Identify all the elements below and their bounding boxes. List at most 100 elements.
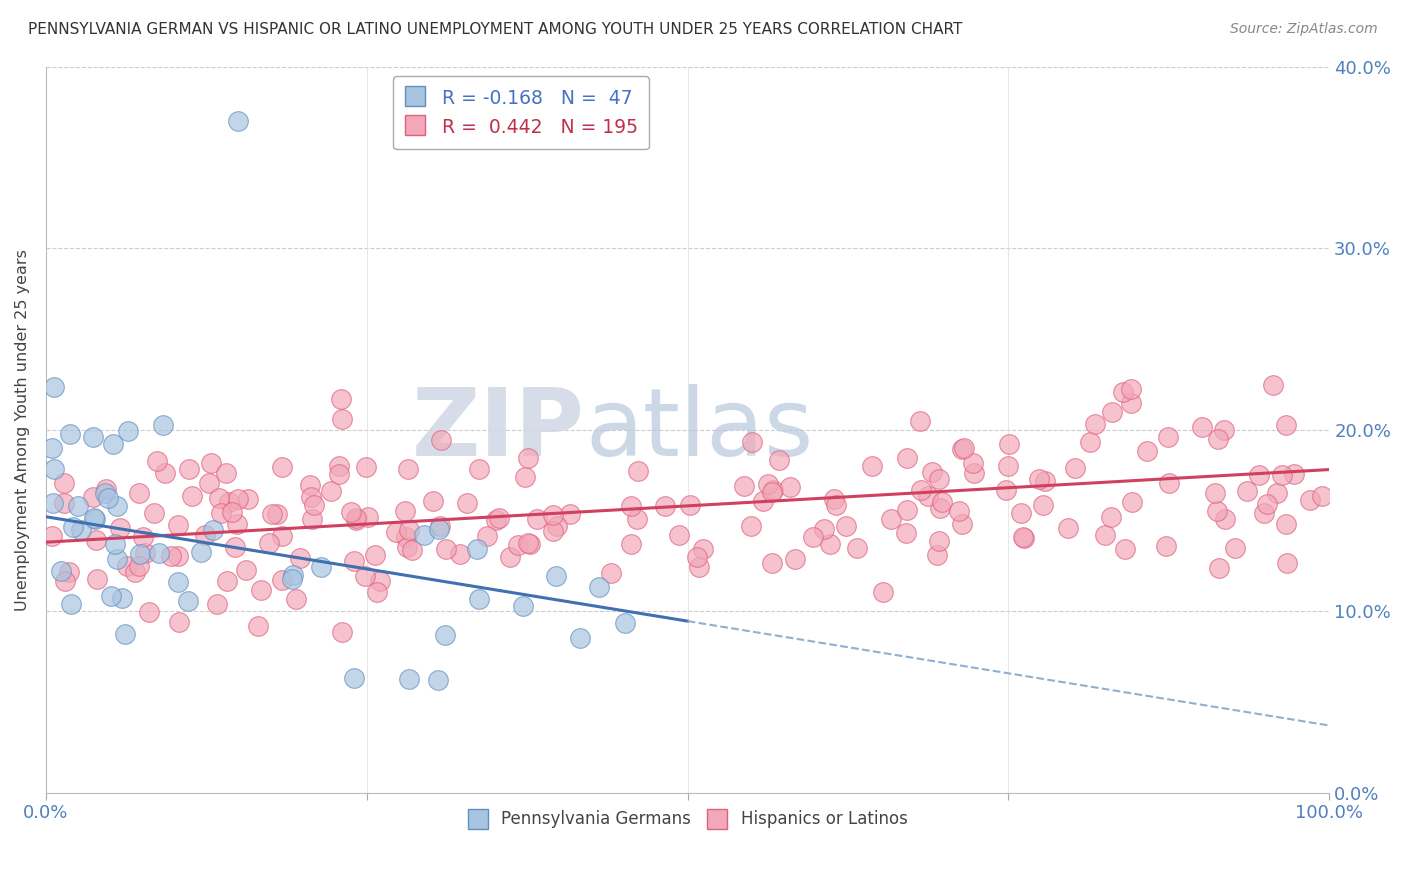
Point — [733, 478, 755, 492]
Point — [398, 523, 420, 537]
Point — [928, 534, 950, 549]
Point — [752, 494, 775, 508]
Point — [845, 541, 868, 555]
Point — [517, 450, 540, 465]
Point — [813, 523, 835, 537]
Text: atlas: atlas — [585, 384, 813, 475]
Point — [366, 585, 388, 599]
Point — [215, 467, 238, 481]
Point — [620, 537, 643, 551]
Point — [953, 441, 976, 455]
Point — [1084, 417, 1107, 432]
Point — [740, 519, 762, 533]
Point — [1275, 517, 1298, 532]
Point — [541, 524, 564, 538]
Point — [508, 538, 530, 552]
Point — [97, 491, 120, 505]
Point — [1261, 377, 1284, 392]
Point — [84, 512, 107, 526]
Point — [526, 512, 548, 526]
Point — [825, 498, 848, 512]
Point — [801, 530, 824, 544]
Point — [1191, 420, 1213, 434]
Point — [394, 503, 416, 517]
Point — [434, 541, 457, 556]
Point — [41, 442, 63, 456]
Point — [221, 504, 243, 518]
Point — [948, 504, 970, 518]
Point — [921, 465, 943, 479]
Point — [281, 567, 304, 582]
Point — [368, 574, 391, 588]
Point — [1223, 541, 1246, 556]
Point — [344, 511, 367, 525]
Point — [1114, 541, 1136, 556]
Point — [779, 480, 801, 494]
Point — [148, 546, 170, 560]
Point — [42, 380, 65, 394]
Point — [344, 513, 367, 527]
Point — [426, 673, 449, 687]
Point — [167, 574, 190, 589]
Point — [1247, 468, 1270, 483]
Point — [1028, 472, 1050, 486]
Point — [298, 477, 321, 491]
Point — [931, 494, 953, 508]
Point — [1236, 483, 1258, 498]
Point — [449, 547, 471, 561]
Point — [654, 500, 676, 514]
Point — [167, 518, 190, 533]
Point — [328, 467, 350, 481]
Point — [1111, 384, 1133, 399]
Point — [896, 450, 918, 465]
Point — [290, 551, 312, 566]
Point — [83, 511, 105, 525]
Point — [1119, 396, 1142, 410]
Point — [1119, 383, 1142, 397]
Point — [169, 615, 191, 629]
Point — [53, 495, 76, 509]
Point — [519, 537, 541, 551]
Point — [513, 470, 536, 484]
Point — [668, 528, 690, 542]
Point — [395, 540, 418, 554]
Point — [132, 530, 155, 544]
Point — [917, 489, 939, 503]
Point — [546, 519, 568, 533]
Point — [620, 499, 643, 513]
Point — [209, 506, 232, 520]
Point — [688, 559, 710, 574]
Point — [963, 466, 986, 480]
Point — [1064, 461, 1087, 475]
Point — [146, 454, 169, 468]
Point — [994, 483, 1017, 497]
Point — [1159, 475, 1181, 490]
Text: ZIP: ZIP — [412, 384, 585, 475]
Point — [1265, 486, 1288, 500]
Point — [872, 585, 894, 599]
Point — [197, 476, 219, 491]
Point — [488, 511, 510, 525]
Point — [111, 591, 134, 606]
Point — [879, 512, 901, 526]
Point — [925, 548, 948, 562]
Point — [134, 546, 156, 560]
Point — [1208, 561, 1230, 575]
Point — [235, 563, 257, 577]
Point — [512, 599, 534, 613]
Point — [1101, 404, 1123, 418]
Point — [558, 507, 581, 521]
Point — [260, 507, 283, 521]
Point — [82, 430, 104, 444]
Point — [1156, 539, 1178, 553]
Point — [353, 569, 375, 583]
Point — [599, 566, 621, 580]
Point — [330, 412, 353, 426]
Point — [430, 433, 453, 447]
Point — [395, 530, 418, 544]
Point — [181, 489, 204, 503]
Point — [281, 572, 304, 586]
Point — [1012, 531, 1035, 545]
Point — [128, 558, 150, 573]
Point — [741, 435, 763, 450]
